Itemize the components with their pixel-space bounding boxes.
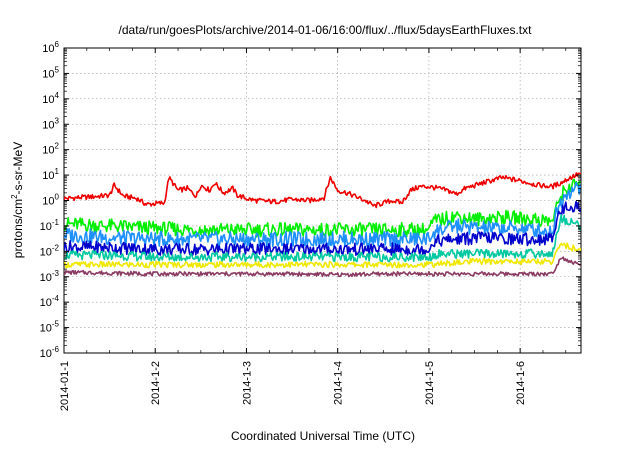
series-line-3 xyxy=(64,181,581,248)
y-tick-label: 10-4 xyxy=(40,294,60,309)
y-axis-label-part-1: protons/cm xyxy=(11,199,25,258)
series-layer xyxy=(64,172,581,278)
y-tick-label: 10-6 xyxy=(40,345,60,360)
y-tick-label: 104 xyxy=(42,91,59,106)
axis-layer: 10-6 10-5 10-4 10-3 10-2 10-1 100 101 102 103 104 1… xyxy=(40,40,581,411)
y-tick-label: 102 xyxy=(42,142,59,157)
plot-area xyxy=(63,47,582,354)
series-line-7 xyxy=(64,256,581,278)
y-axis-label-part-2: -s-sr-MeV xyxy=(11,142,25,195)
x-tick-label: 2014-01-1 xyxy=(59,361,71,411)
y-axis-label: protons/cm2-s-sr-MeV xyxy=(10,142,25,258)
x-tick-label: 2014-1-2 xyxy=(150,361,162,405)
y-axis-label-superscript: 2 xyxy=(10,194,19,199)
x-tick-label: 2014-1-3 xyxy=(241,361,253,405)
x-axis-label: Coordinated Universal Time (UTC) xyxy=(231,429,415,443)
series-line-6 xyxy=(64,242,581,269)
x-tick-label: 2014-1-6 xyxy=(515,361,527,405)
x-tick-label: 2014-1-5 xyxy=(424,361,436,405)
y-tick-label: 10-1 xyxy=(40,218,60,233)
y-tick-label: 101 xyxy=(42,167,59,182)
y-tick-label: 10-2 xyxy=(40,243,60,258)
series-line-1 xyxy=(64,172,581,209)
x-tick-label: 2014-1-4 xyxy=(333,361,345,405)
y-tick-label: 106 xyxy=(42,40,59,55)
y-tick-label: 10-3 xyxy=(40,269,60,284)
chart-title: /data/run/goesPlots/archive/2014-01-06/1… xyxy=(119,23,533,37)
y-tick-label: 103 xyxy=(42,116,59,131)
series-line-4 xyxy=(64,200,581,257)
series-line-5 xyxy=(64,214,581,263)
y-tick-label: 100 xyxy=(42,193,59,208)
y-tick-label: 10-5 xyxy=(40,320,60,335)
y-tick-label: 105 xyxy=(42,65,59,80)
